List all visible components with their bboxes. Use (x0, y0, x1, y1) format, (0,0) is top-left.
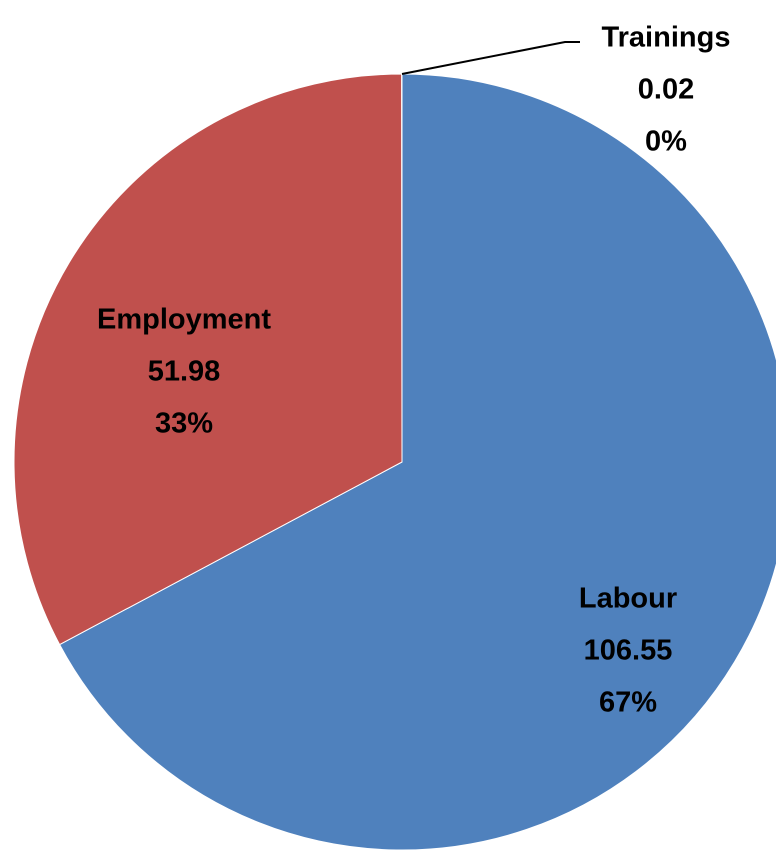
data-labels: Labour 106.55 67% Employment 51.98 33% Trainin… (97, 22, 730, 719)
pie-slice-labour (58, 73, 776, 850)
pie-slice-employment (13, 73, 403, 646)
pie-slices (13, 73, 776, 850)
leader-lines (401, 41, 580, 75)
slice-labour-category-label: Labour (579, 583, 677, 615)
leader-line-trainings (401, 41, 580, 75)
slice-trainings-percent-label: 0% (645, 126, 687, 158)
slice-employment-percent-label: 33% (155, 408, 213, 440)
slice-trainings-value-label: 0.02 (638, 74, 694, 106)
slice-trainings-category-label: Trainings (602, 22, 731, 54)
slice-employment-value-label: 51.98 (148, 356, 221, 388)
slice-labour-value-label: 106.55 (584, 635, 673, 667)
slice-employment-category-label: Employment (97, 304, 271, 336)
slice-labour-percent-label: 67% (599, 687, 657, 719)
